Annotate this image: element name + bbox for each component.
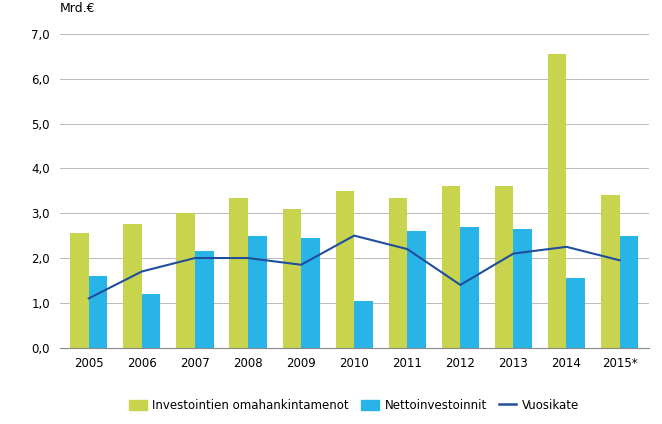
Bar (301, 238, 320, 348)
Bar (230, 198, 248, 348)
Bar (567, 278, 585, 348)
Bar (142, 294, 160, 348)
Bar (514, 229, 532, 348)
Bar (123, 224, 142, 348)
Bar (495, 186, 514, 348)
Bar (389, 198, 407, 348)
Bar (620, 236, 638, 348)
Bar (336, 191, 354, 348)
Bar (248, 236, 267, 348)
Bar (460, 227, 479, 348)
Bar (283, 209, 301, 348)
Bar (601, 195, 620, 348)
Bar (89, 276, 107, 348)
Bar (176, 213, 195, 348)
Bar (195, 251, 214, 348)
Text: Mrd.€: Mrd.€ (60, 2, 95, 15)
Bar (407, 231, 426, 348)
Bar (354, 301, 373, 348)
Bar (442, 186, 460, 348)
Bar (70, 233, 89, 348)
Bar (548, 54, 567, 348)
Legend: Investointien omahankintamenot, Nettoinvestoinnit, Vuosikate: Investointien omahankintamenot, Nettoinv… (124, 394, 584, 417)
